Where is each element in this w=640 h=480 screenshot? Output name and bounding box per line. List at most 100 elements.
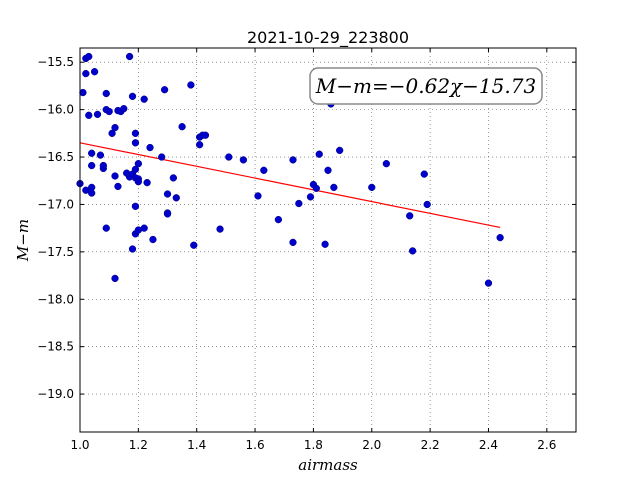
data-point — [114, 182, 122, 191]
data-point — [88, 189, 96, 197]
data-point — [128, 92, 137, 101]
data-point — [201, 131, 210, 139]
x-tick-label: 2.2 — [421, 438, 440, 452]
data-point — [260, 166, 268, 174]
data-point — [99, 161, 107, 170]
data-point — [289, 238, 297, 247]
data-point — [143, 178, 151, 187]
data-point — [408, 247, 417, 255]
data-point — [111, 274, 119, 283]
data-point — [190, 241, 198, 249]
plot-frame — [79, 47, 577, 433]
data-point — [423, 200, 431, 209]
data-point — [306, 193, 315, 201]
data-point — [82, 186, 90, 194]
data-point — [131, 139, 140, 147]
chart-title: 2021-10-29_223800 — [247, 28, 409, 48]
data-point — [295, 199, 303, 208]
data-point — [102, 89, 110, 98]
data-point — [79, 88, 87, 97]
data-point — [321, 240, 329, 248]
x-tick-label: 1.6 — [246, 438, 265, 452]
data-point — [178, 123, 186, 131]
data-point — [140, 95, 148, 103]
data-point — [102, 224, 110, 232]
data-point — [420, 170, 428, 178]
data-point — [134, 160, 143, 168]
data-point — [289, 156, 297, 164]
x-tick-label: 1.4 — [187, 438, 206, 452]
points-layer — [76, 52, 504, 287]
y-tick-label: −18.0 — [37, 292, 74, 306]
data-point — [382, 160, 391, 168]
x-tick-label: 2.4 — [479, 438, 498, 452]
data-point — [111, 123, 119, 132]
data-point — [163, 190, 172, 198]
x-tick-label: 1.8 — [304, 438, 323, 452]
data-point — [120, 105, 128, 113]
grid — [80, 48, 576, 432]
data-point — [496, 233, 504, 242]
fit-line-layer — [79, 142, 501, 229]
data-point — [140, 224, 148, 232]
data-point — [82, 69, 90, 78]
y-axis-label: M−m — [14, 219, 32, 262]
data-point — [315, 150, 323, 158]
x-tick-label: 2.6 — [537, 438, 556, 452]
fit-line — [79, 142, 501, 229]
data-point — [111, 172, 119, 180]
data-point — [324, 166, 332, 174]
y-tick-label: −17.0 — [37, 197, 74, 211]
data-point — [274, 215, 283, 224]
x-axis-label: airmass — [298, 456, 358, 474]
data-point — [239, 156, 248, 164]
data-point — [128, 245, 137, 253]
data-point — [368, 183, 376, 192]
data-point — [131, 129, 140, 137]
data-point — [336, 146, 344, 155]
data-point — [85, 111, 93, 119]
data-point — [330, 183, 338, 192]
data-point — [105, 107, 113, 116]
data-point — [187, 81, 195, 89]
data-point — [169, 174, 178, 182]
data-point — [406, 212, 414, 220]
data-point — [149, 235, 157, 244]
y-tick-label: −15.5 — [37, 55, 74, 69]
data-point — [160, 86, 169, 94]
ticks-layer: 1.0 1.2 1.4 1.6 1.8 2.0 2.2 2.4 2.6 −15.5 −16.0 −16… — [37, 48, 576, 452]
data-point — [134, 178, 143, 186]
data-point — [85, 52, 93, 61]
x-tick-label: 1.2 — [129, 438, 148, 452]
data-point — [195, 141, 204, 149]
data-point — [125, 52, 134, 61]
data-point — [88, 149, 96, 157]
data-point — [158, 153, 166, 161]
data-point — [96, 151, 105, 159]
y-tick-label: −17.5 — [37, 245, 74, 259]
annotation-text: M−m=−0.62χ−15.73 — [315, 74, 536, 98]
x-tick-label: 2.0 — [362, 438, 381, 452]
y-tick-label: −16.0 — [37, 103, 74, 117]
data-point — [484, 279, 493, 287]
data-point — [90, 68, 99, 76]
data-point — [146, 143, 154, 152]
data-point — [312, 184, 320, 192]
data-point — [88, 161, 96, 170]
annotation-box — [309, 67, 543, 105]
data-point — [172, 194, 180, 202]
data-point — [254, 192, 262, 200]
fit-annotation: M−m=−0.62χ−15.73 — [309, 67, 543, 105]
data-point — [93, 110, 102, 119]
data-point — [108, 129, 116, 137]
data-point — [131, 202, 140, 210]
x-tick-label: 1.0 — [70, 438, 89, 452]
y-tick-label: −19.0 — [37, 387, 74, 401]
y-tick-label: −16.5 — [37, 150, 74, 164]
data-point — [163, 210, 172, 218]
data-point — [131, 165, 140, 174]
y-tick-label: −18.5 — [37, 340, 74, 354]
data-point — [216, 225, 224, 233]
data-point — [225, 153, 233, 161]
